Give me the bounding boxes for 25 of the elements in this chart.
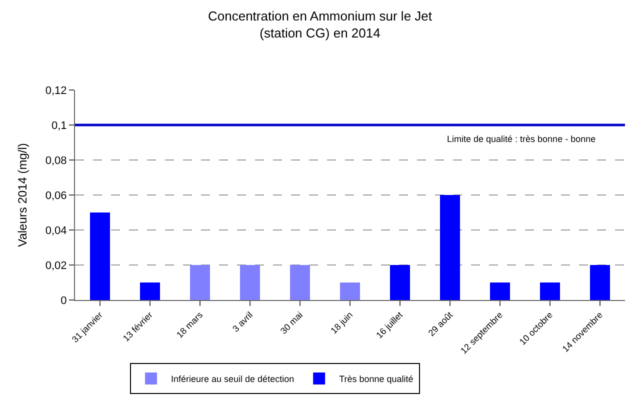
y-tick-label: 0,08 — [45, 154, 67, 167]
y-tick-label: 0,12 — [45, 84, 67, 97]
bar — [340, 282, 360, 300]
bar — [390, 265, 410, 300]
bar — [190, 265, 210, 300]
bar — [90, 212, 110, 300]
bar — [140, 282, 160, 300]
bar — [440, 195, 460, 300]
x-tick-label: 30 mai — [278, 310, 305, 336]
chart-title: Concentration en Ammonium sur le Jet (station CG) en 2014 — [208, 8, 432, 40]
x-tick-label: 18 juin — [328, 310, 355, 336]
y-axis-title: Valeurs 2014 (mg/l) — [16, 143, 30, 247]
bar — [540, 282, 560, 300]
y-tick-label: 0,1 — [52, 120, 67, 132]
legend-label: Inférieure au seuil de détection — [171, 374, 294, 384]
ref-line-label: Limite de qualité : très bonne - bonne — [447, 134, 596, 144]
legend-label: Très bonne qualité — [339, 374, 414, 384]
bar — [290, 265, 310, 300]
y-tick-label: 0,04 — [45, 224, 67, 237]
y-tick-label: 0,06 — [45, 190, 67, 202]
bar — [590, 265, 610, 300]
y-tick-label: 0 — [60, 294, 67, 307]
bar — [490, 282, 510, 300]
bar — [240, 265, 260, 300]
y-tick-label: 0,02 — [45, 260, 67, 272]
